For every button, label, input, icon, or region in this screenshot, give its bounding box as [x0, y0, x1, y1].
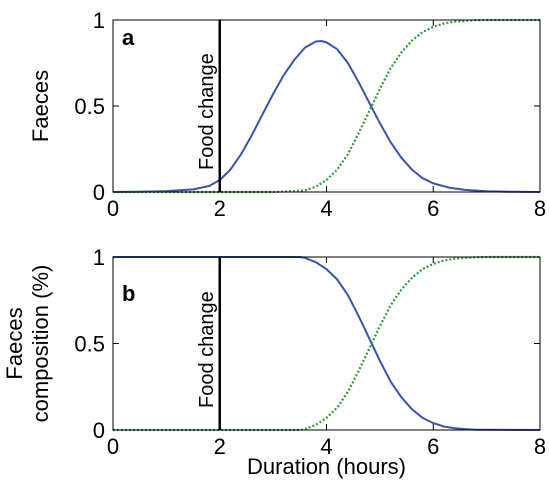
series-line-2 — [113, 255, 540, 432]
x-tick-label: 2 — [214, 196, 226, 221]
x-tick-label: 4 — [320, 434, 332, 459]
series-line-1 — [112, 40, 541, 193]
x-tick-label: 4 — [320, 196, 332, 221]
x-tick-label: 0 — [107, 434, 119, 459]
food-change-label: Food change — [196, 53, 218, 170]
y-axis-label-line-1: Faeces — [2, 307, 27, 379]
x-axis-label: Duration (hours) — [247, 454, 406, 479]
x-tick-label: 0 — [107, 196, 119, 221]
x-tick-label: 8 — [534, 434, 546, 459]
panel-a: Food change 0 2 4 6 8 0 0.5 1a Faeces — [28, 8, 546, 221]
series-line-1 — [113, 256, 541, 431]
axes-frame — [112, 19, 541, 193]
x-tick-label: 2 — [214, 434, 226, 459]
y-axis-label-line-2: composition (%) — [28, 265, 53, 423]
x-tick-label: 8 — [534, 196, 546, 221]
panel-b: Food change 0 2 4 6 8 0 0.5 1b Faecescomposition … — [2, 245, 546, 479]
x-tick-label: 6 — [427, 434, 439, 459]
y-axis-label: Faecescomposition (%) — [2, 265, 53, 423]
y-tick-label: 1 — [93, 245, 105, 270]
y-tick-label: 0.5 — [74, 94, 105, 119]
axes-frame — [112, 256, 541, 431]
y-tick-label: 0 — [93, 180, 105, 205]
y-tick-label: 0.5 — [74, 332, 105, 357]
panel-letter: a — [122, 25, 135, 50]
y-tick-label: 1 — [93, 8, 105, 33]
food-change-label: Food change — [196, 291, 218, 408]
panel-letter: b — [122, 281, 135, 306]
x-tick-label: 6 — [427, 196, 439, 221]
y-axis-label: Faeces — [28, 70, 53, 142]
y-tick-label: 0 — [93, 418, 105, 443]
series-line-2 — [113, 18, 540, 194]
